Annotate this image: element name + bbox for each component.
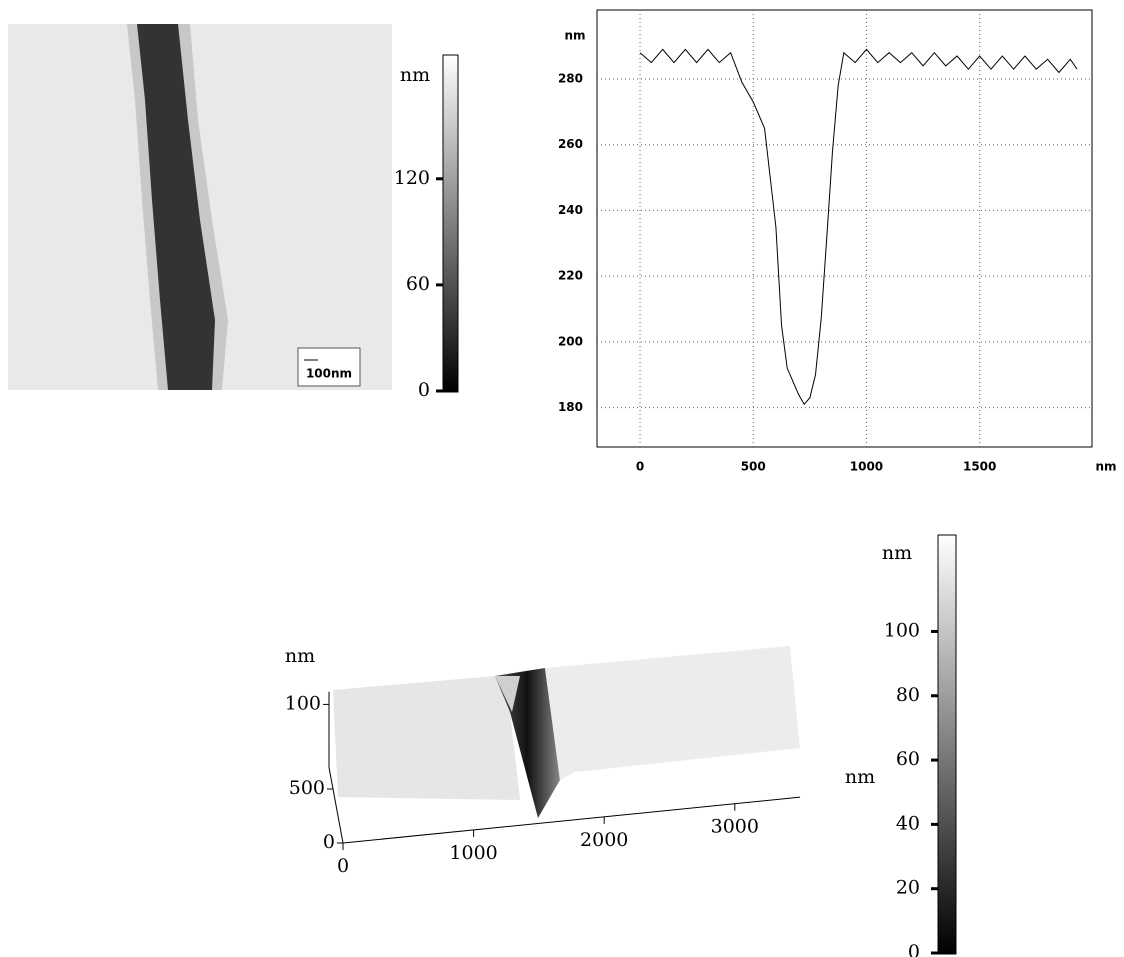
- y-tick-label: 240: [558, 203, 583, 217]
- colorbar-tick-label: 120: [394, 167, 430, 189]
- x-tick-label: 3000: [711, 816, 759, 838]
- colorbar-tick-label: 80: [896, 684, 920, 706]
- z-axis-label: nm: [285, 645, 315, 667]
- colorbar-tick-label: 20: [896, 877, 920, 899]
- y-tick-label: 280: [558, 72, 583, 86]
- groove-edge: [495, 676, 520, 712]
- colorbar-tick-label: 0: [418, 379, 430, 401]
- colorbar-tick-label: 100: [884, 619, 920, 641]
- y-tick-label: 180: [558, 400, 583, 414]
- x-axis-label: nm: [1095, 460, 1116, 474]
- colorbar-tick-label: 60: [406, 273, 430, 295]
- colorbar-tick-label: 0: [908, 941, 920, 957]
- profile-chart: 180 200 220 240 260 280 0 500 1000 1500: [558, 10, 1092, 474]
- y-tick-label: 200: [558, 334, 583, 348]
- x-axis: [342, 796, 801, 844]
- surface: nm nm nm: [285, 534, 957, 955]
- colorbar: [937, 534, 957, 955]
- colorbar-label: nm: [400, 64, 430, 86]
- dark-band: [137, 24, 215, 390]
- x-tick-label: 1000: [449, 842, 497, 864]
- x-tick-label: 500: [741, 460, 766, 474]
- y-tick-label: 0: [323, 831, 335, 853]
- x-tick-label: 2000: [580, 829, 628, 851]
- y-tick-label: 500: [289, 777, 325, 799]
- y-tick-label: 220: [558, 269, 583, 283]
- x-tick-label: 0: [636, 460, 644, 474]
- x-tick-label: 0: [337, 855, 349, 877]
- z-tick-label: 100: [285, 692, 321, 714]
- colorbar-tick-label: 40: [896, 812, 920, 834]
- image-axes: 0 60 120: [394, 167, 443, 401]
- y-tick-label: 260: [558, 137, 583, 151]
- left-plateau: [333, 676, 520, 800]
- scale-bar-label: 100nm: [306, 367, 352, 381]
- right-plateau: [545, 646, 800, 780]
- profile-line: [639, 48, 1078, 406]
- x-tick-label: 1000: [850, 460, 883, 474]
- colorbar-tick-label: 60: [896, 748, 920, 770]
- afm-image: 100nm nm: [8, 24, 459, 393]
- y-axis-label: nm: [564, 29, 585, 43]
- y-axis: [328, 767, 344, 844]
- x-tick-label: 1500: [963, 460, 996, 474]
- colorbar-label: nm: [882, 542, 912, 564]
- scale-bar-box: [297, 347, 361, 387]
- plot-frame: [596, 9, 1093, 448]
- x-axis-label: nm: [845, 766, 875, 788]
- colorbar: [442, 54, 459, 393]
